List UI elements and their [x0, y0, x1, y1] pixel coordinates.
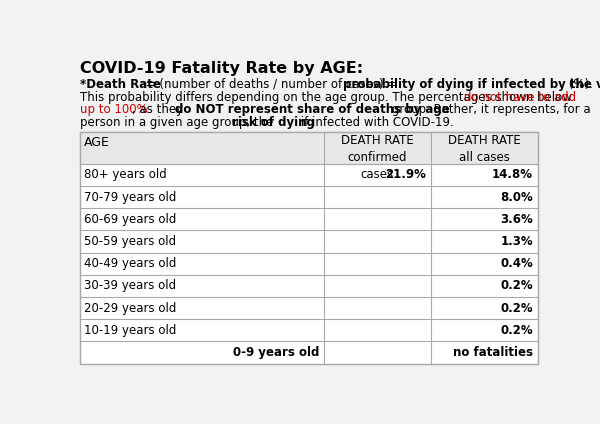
Text: 0.2%: 0.2% — [500, 324, 533, 337]
Text: This probability differs depending on the age group. The percentages shown below: This probability differs depending on th… — [80, 91, 575, 104]
Bar — [80, 132, 538, 164]
Text: no fatalities: no fatalities — [453, 346, 533, 359]
Text: 80+ years old: 80+ years old — [84, 168, 167, 181]
Text: 50-59 years old: 50-59 years old — [84, 235, 176, 248]
Text: probability of dying if infected by the virus: probability of dying if infected by the … — [343, 78, 600, 91]
Text: 40-49 years old: 40-49 years old — [84, 257, 176, 270]
Text: 21.9%: 21.9% — [385, 168, 426, 181]
Text: DEATH RATE
all cases: DEATH RATE all cases — [448, 134, 521, 165]
Text: 8.0%: 8.0% — [500, 191, 533, 204]
Text: 0.2%: 0.2% — [500, 301, 533, 315]
Text: person in a given age group, the: person in a given age group, the — [80, 115, 277, 128]
Text: 60-69 years old: 60-69 years old — [84, 213, 176, 226]
Text: 0.4%: 0.4% — [500, 257, 533, 270]
Text: if infected with COVID-19.: if infected with COVID-19. — [296, 115, 454, 128]
Text: 3.6%: 3.6% — [500, 213, 533, 226]
Text: *Death Rate: *Death Rate — [80, 78, 161, 91]
Text: 10-19 years old: 10-19 years old — [84, 324, 176, 337]
Text: 0-9 years old: 0-9 years old — [233, 346, 319, 359]
Text: DEATH RATE
confirmed
cases: DEATH RATE confirmed cases — [341, 134, 413, 181]
Text: up to 100%: up to 100% — [80, 103, 148, 116]
Text: , as they: , as they — [132, 103, 187, 116]
Text: (%).: (%). — [565, 78, 592, 91]
Text: 14.8%: 14.8% — [492, 168, 533, 181]
Text: COVID-19 Fatality Rate by AGE:: COVID-19 Fatality Rate by AGE: — [80, 61, 363, 76]
Text: 70-79 years old: 70-79 years old — [84, 191, 176, 204]
Text: = (number of deaths / number of cases) =: = (number of deaths / number of cases) = — [142, 78, 401, 91]
Text: AGE: AGE — [84, 136, 110, 149]
Text: do not have to add: do not have to add — [464, 91, 576, 104]
Text: group. Rather, it represents, for a: group. Rather, it represents, for a — [388, 103, 590, 116]
Text: 1.3%: 1.3% — [500, 235, 533, 248]
Text: risk of dying: risk of dying — [232, 115, 315, 128]
Text: 0.2%: 0.2% — [500, 279, 533, 293]
Text: do NOT represent share of deaths by age: do NOT represent share of deaths by age — [175, 103, 449, 116]
Text: 30-39 years old: 30-39 years old — [84, 279, 176, 293]
Text: 20-29 years old: 20-29 years old — [84, 301, 176, 315]
